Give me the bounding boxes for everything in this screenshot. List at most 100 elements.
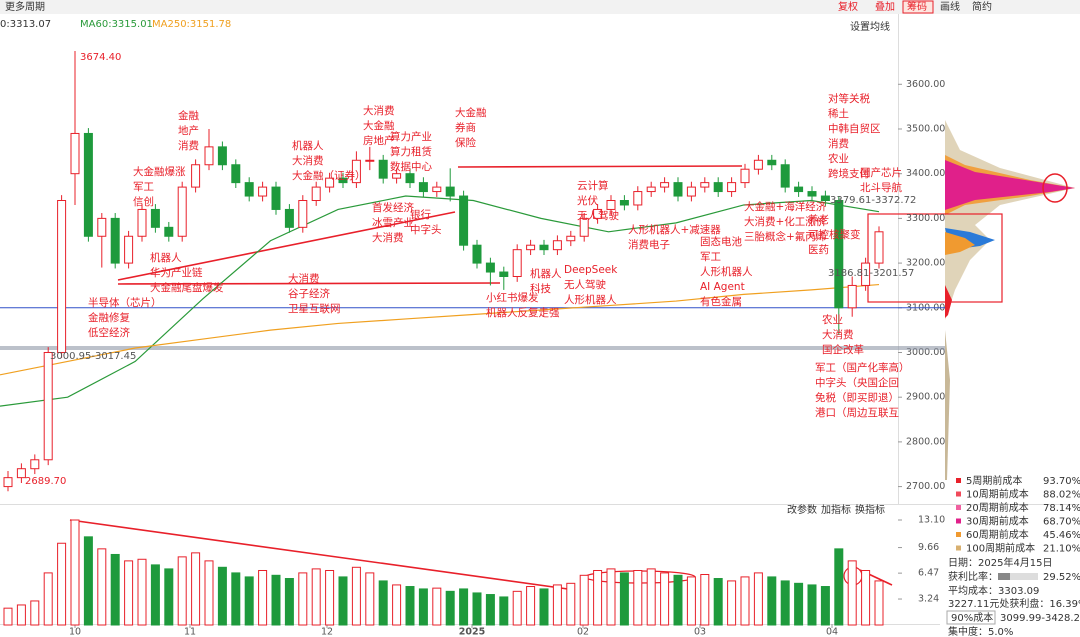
volume-bar bbox=[499, 596, 509, 626]
toolbar-button[interactable] bbox=[902, 0, 934, 14]
profit-bar bbox=[998, 573, 1038, 580]
volume-bar bbox=[619, 572, 629, 626]
volume-bar bbox=[673, 574, 683, 626]
volume-bar bbox=[97, 548, 107, 626]
annotation: 算力租赁 bbox=[390, 145, 432, 158]
price-label: 2689.70 bbox=[25, 476, 66, 487]
profit-bar-fill bbox=[998, 573, 1010, 580]
volume-bar bbox=[646, 568, 656, 626]
annotation: 消费 bbox=[828, 137, 849, 150]
annotation: 消费电子 bbox=[628, 238, 670, 251]
toolbar-button-label[interactable]: 筹码 bbox=[907, 0, 927, 13]
legend-swatch bbox=[956, 518, 961, 524]
volume-bar bbox=[633, 569, 643, 626]
candle-body bbox=[191, 164, 201, 188]
volume-tool[interactable]: 加指标 bbox=[821, 503, 851, 516]
info-text: 90%成本 bbox=[951, 611, 993, 624]
annotation: AI Agent bbox=[700, 281, 745, 293]
legend-value: 45.46% bbox=[1043, 530, 1080, 541]
info-text: 获利比率： bbox=[948, 570, 998, 583]
annotation: 固态电池 bbox=[700, 235, 742, 248]
candle-body bbox=[753, 159, 763, 170]
volume-bar bbox=[874, 580, 884, 626]
info-text: 平均成本：3303.09 bbox=[948, 584, 1039, 597]
ma-setting[interactable]: 设置均线 bbox=[850, 20, 890, 33]
candle-body bbox=[686, 186, 696, 197]
toolbar-label: 更多周期 bbox=[5, 0, 45, 13]
panel-divider bbox=[0, 504, 1080, 505]
price-axis-border bbox=[898, 14, 899, 504]
volume-bar bbox=[43, 572, 53, 626]
toolbar-button-label[interactable]: 画线 bbox=[940, 0, 960, 13]
annotation: 算力产业 bbox=[390, 130, 432, 143]
legend-name: 10周期前成本 bbox=[966, 488, 1029, 501]
annotation: 军工（国产化率高） bbox=[815, 361, 910, 374]
y-tick-label: 3300.00 bbox=[906, 213, 945, 224]
candle-body bbox=[660, 182, 670, 188]
volume-bar bbox=[392, 584, 402, 626]
toolbar-button-label[interactable]: 叠加 bbox=[875, 1, 895, 13]
volume-bar bbox=[137, 558, 147, 626]
volume-bar bbox=[231, 572, 241, 626]
annotation: DeepSeek bbox=[564, 264, 618, 276]
candle-body bbox=[177, 186, 187, 237]
time-axis-border bbox=[0, 624, 940, 625]
info-text: 3099.99-3428.22 bbox=[1000, 613, 1080, 624]
annotation: 保险 bbox=[455, 136, 476, 149]
volume-bar bbox=[177, 556, 187, 626]
annotation: 大消费 bbox=[288, 272, 320, 285]
toolbar-button-label[interactable]: 简约 bbox=[972, 0, 992, 13]
legend-value: 88.02% bbox=[1043, 490, 1080, 501]
volume-bar bbox=[834, 548, 844, 626]
volume-bar bbox=[794, 582, 804, 626]
candle-body bbox=[700, 182, 710, 188]
volume-tool[interactable]: 换指标 bbox=[855, 503, 885, 516]
annotation: 大金融爆涨 bbox=[133, 165, 186, 178]
x-tick-label: 2025 bbox=[459, 627, 485, 637]
candle-body bbox=[258, 186, 268, 197]
x-tick-label: 12 bbox=[321, 627, 333, 637]
volume-bar bbox=[727, 580, 737, 626]
annotation: 农业 bbox=[828, 152, 849, 165]
volume-bar bbox=[70, 519, 80, 626]
volume-bar bbox=[164, 568, 174, 626]
volume-bar bbox=[767, 576, 777, 626]
legend-swatch bbox=[956, 505, 961, 510]
cost-select[interactable] bbox=[946, 610, 996, 625]
annotation: 人形机器人+减速器 bbox=[628, 223, 721, 236]
legend-value: 68.70% bbox=[1043, 517, 1080, 528]
annotation: 国产芯片 bbox=[860, 166, 902, 179]
annotation: 大消费 bbox=[363, 104, 395, 117]
volume-bar bbox=[83, 536, 93, 626]
volume-bar bbox=[325, 569, 335, 626]
price-label: 3674.40 bbox=[80, 52, 121, 63]
candle-body bbox=[874, 231, 884, 264]
chip-distribution bbox=[945, 120, 1075, 480]
annotation: 无人驾驶 bbox=[577, 209, 619, 222]
y-tick-label: 3400.00 bbox=[906, 168, 945, 179]
y-tick-label: 3000.00 bbox=[906, 347, 945, 358]
volume-bar bbox=[593, 569, 603, 626]
candle-body bbox=[97, 217, 107, 237]
toolbar bbox=[0, 0, 1080, 14]
candle-body bbox=[110, 217, 120, 264]
volume-tool[interactable]: 改参数 bbox=[787, 503, 817, 516]
y-tick-label: 2700.00 bbox=[906, 481, 945, 492]
x-tick-label: 11 bbox=[184, 627, 196, 637]
candle-body bbox=[579, 217, 589, 237]
highlight-box bbox=[867, 213, 1003, 303]
annotation: 谷子经济 bbox=[288, 287, 330, 300]
y-tick-label: 2800.00 bbox=[906, 436, 945, 447]
annotation: 大金融（证券） bbox=[292, 169, 366, 182]
volume-bar bbox=[847, 560, 857, 626]
annotation: 大金融+海洋经济 bbox=[744, 200, 827, 213]
candle-body bbox=[204, 146, 214, 166]
volume-bar bbox=[16, 604, 26, 626]
candle-body bbox=[231, 164, 241, 184]
candle-body bbox=[217, 146, 227, 166]
info-text: 3227.11元处获利盘：16.39% bbox=[948, 597, 1080, 610]
volume-bar bbox=[191, 552, 201, 626]
toolbar-button-label[interactable]: 复权 bbox=[838, 0, 858, 13]
candle-body bbox=[526, 244, 536, 251]
